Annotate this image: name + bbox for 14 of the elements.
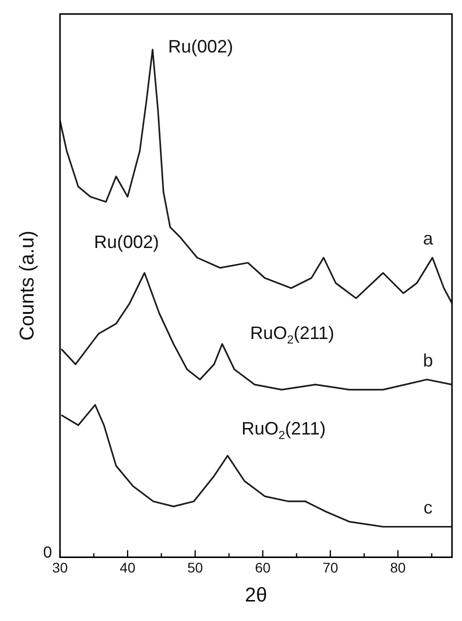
series-label: a: [422, 228, 434, 249]
annotation: Ru(002): [168, 36, 234, 57]
annotation: Ru(002): [94, 232, 159, 252]
series-label: c: [424, 498, 432, 518]
x-tick-label: 40: [120, 559, 136, 576]
x-axis-title: 2θ: [244, 584, 268, 607]
x-tick-label: 60: [254, 559, 271, 576]
series-label: b: [422, 350, 434, 370]
text: 0: [43, 544, 52, 562]
x-tick-label: 70: [322, 559, 338, 576]
x-tick-label: 30: [52, 559, 68, 576]
x-tick-label: 50: [187, 559, 204, 576]
x-tick-label: 80: [390, 559, 406, 576]
y-axis-title: Counts (a.u): [16, 230, 39, 341]
